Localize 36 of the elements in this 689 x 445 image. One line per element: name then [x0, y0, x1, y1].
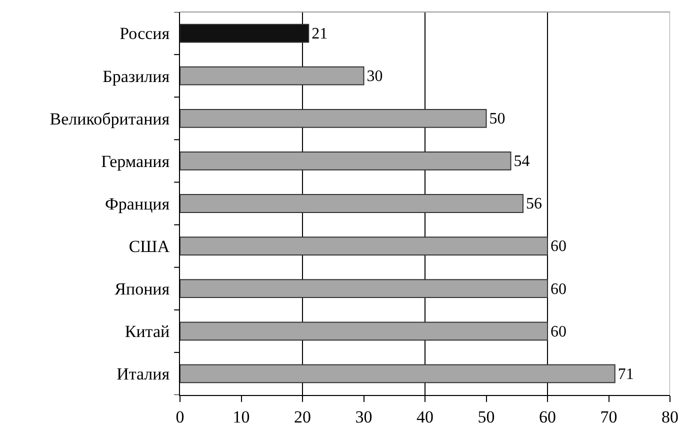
- y-tick-label: Япония: [114, 280, 170, 299]
- data-label: 60: [550, 280, 566, 298]
- y-tick-label: США: [128, 237, 170, 256]
- data-label: 30: [366, 68, 383, 86]
- bar: [180, 236, 548, 256]
- x-tick-label: 20: [294, 407, 311, 426]
- y-tick-label: Великобритания: [50, 109, 170, 128]
- bar: [180, 322, 548, 341]
- bar: [180, 66, 364, 86]
- x-tick-label: 80: [662, 407, 678, 426]
- x-tick-label: 40: [416, 407, 434, 426]
- y-tick-label: Франция: [105, 194, 170, 214]
- data-label: 71: [618, 366, 634, 383]
- y-tick-label: Китай: [124, 322, 170, 342]
- y-tick-label: Бразилия: [102, 66, 170, 86]
- x-tick-label: 60: [539, 407, 556, 426]
- bar: [180, 152, 512, 170]
- data-label: 60: [550, 238, 566, 256]
- y-tick-label: Германия: [101, 152, 170, 171]
- bar: [180, 194, 524, 213]
- x-tick-label: 70: [600, 407, 618, 426]
- bar: [180, 108, 487, 128]
- data-label: 50: [489, 110, 506, 128]
- x-tick-label: 0: [176, 407, 184, 426]
- data-label: 54: [514, 153, 530, 170]
- data-label: 60: [550, 323, 566, 340]
- y-tick-label: Россия: [120, 24, 170, 44]
- data-label: 56: [526, 196, 542, 213]
- x-tick-label: 30: [355, 407, 372, 426]
- y-tick-label: Италия: [116, 364, 170, 384]
- bar: [180, 364, 616, 384]
- bar: [180, 279, 548, 298]
- x-tick-label: 10: [232, 407, 250, 426]
- bar: [180, 24, 310, 43]
- x-tick-label: 50: [478, 407, 495, 426]
- data-label: 21: [312, 25, 328, 42]
